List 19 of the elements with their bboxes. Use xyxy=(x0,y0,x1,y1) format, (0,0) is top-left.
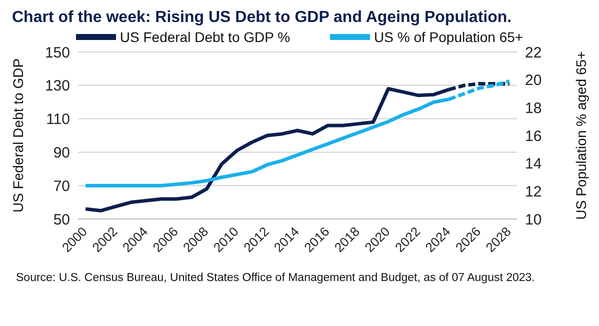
y-axis-title: US Federal Debt to GDP xyxy=(10,58,26,213)
y2-tick-label: 10 xyxy=(525,211,542,228)
y2-tick-label: 12 xyxy=(525,183,542,200)
chart-title: Chart of the week: Rising US Debt to GDP and Ageing Population. xyxy=(11,8,513,28)
y2-tick-label: 22 xyxy=(525,44,542,62)
y-tick-label: 150 xyxy=(44,44,70,62)
legend-label: US % of Population 65+ xyxy=(374,29,524,45)
y2-axis-title: US Population % aged 65+ xyxy=(572,51,589,220)
y-tick-label: 50 xyxy=(53,211,70,228)
y2-tick-label: 16 xyxy=(525,128,542,145)
y-tick-label: 130 xyxy=(44,78,70,95)
y2-tick-label: 14 xyxy=(525,156,542,173)
legend-label: US Federal Debt to GDP % xyxy=(120,29,290,45)
y-tick-label: 70 xyxy=(53,178,70,195)
y-tick-label: 90 xyxy=(53,144,70,162)
y2-tick-label: 20 xyxy=(525,72,542,90)
y-tick-label: 110 xyxy=(46,111,70,128)
y2-tick-label: 18 xyxy=(525,100,542,117)
source-note: Source: U.S. Census Bureau, United States Office of Management and Budget, as of 07 August 2023. xyxy=(16,271,536,286)
